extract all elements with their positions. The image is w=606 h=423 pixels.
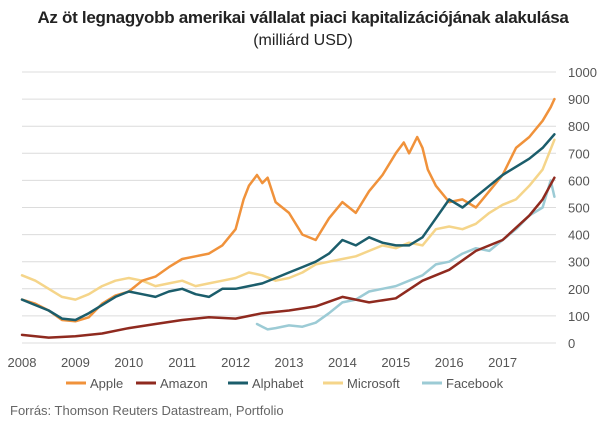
y-tick-label: 0 — [568, 336, 575, 351]
series-line-microsoft — [20, 138, 556, 301]
y-tick-label: 600 — [568, 173, 590, 188]
chart-title: Az öt legnagyobb amerikai vállalat piaci… — [37, 8, 569, 27]
source-note: Forrás: Thomson Reuters Datastream, Port… — [10, 403, 284, 418]
x-tick-label: 2010 — [114, 355, 143, 370]
x-tick-label: 2014 — [328, 355, 357, 370]
y-tick-label: 400 — [568, 228, 590, 243]
legend-label-facebook: Facebook — [446, 376, 504, 391]
y-tick-label: 700 — [568, 146, 590, 161]
x-tick-label: 2017 — [488, 355, 517, 370]
y-tick-label: 500 — [568, 201, 590, 216]
x-tick-label: 2009 — [61, 355, 90, 370]
legend-label-microsoft: Microsoft — [347, 376, 400, 391]
y-tick-label: 900 — [568, 92, 590, 107]
legend-label-apple: Apple — [90, 376, 123, 391]
y-tick-label: 1000 — [568, 65, 597, 80]
y-tick-label: 200 — [568, 282, 590, 297]
y-tick-label: 100 — [568, 309, 590, 324]
series-lines — [20, 97, 556, 339]
x-axis-ticks: 2008 2009 2010 2011 2012 2013 2014 2015 2016 2017 — [8, 355, 518, 370]
x-tick-label: 2012 — [221, 355, 250, 370]
series-line-amazon — [20, 176, 556, 339]
grid-lines — [22, 71, 556, 344]
legend: Apple Amazon Alphabet Microsoft Facebook — [66, 376, 504, 391]
x-tick-label: 2016 — [435, 355, 464, 370]
x-tick-label: 2013 — [275, 355, 304, 370]
x-tick-label: 2008 — [8, 355, 37, 370]
legend-label-amazon: Amazon — [160, 376, 208, 391]
series-line-apple — [20, 97, 556, 323]
chart-subtitle: (milliárd USD) — [253, 32, 353, 49]
y-axis-ticks: 0 100 200 300 400 500 600 700 800 900 1000 — [568, 65, 597, 351]
legend-label-alphabet: Alphabet — [252, 376, 304, 391]
x-tick-label: 2015 — [381, 355, 410, 370]
y-tick-label: 800 — [568, 119, 590, 134]
y-tick-label: 300 — [568, 255, 590, 270]
series-line-alphabet — [20, 133, 556, 322]
x-tick-label: 2011 — [168, 355, 196, 370]
